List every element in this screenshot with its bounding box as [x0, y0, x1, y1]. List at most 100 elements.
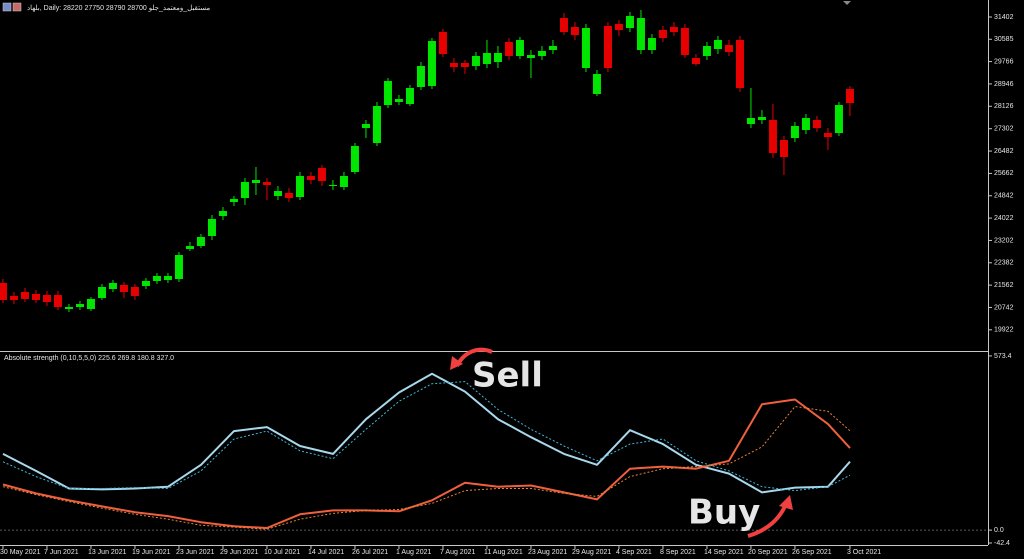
candle-body [834, 105, 843, 133]
candle-body [438, 31, 447, 55]
x-tick-label: 26 Sep 2021 [792, 549, 832, 556]
candle-body [174, 255, 183, 279]
y-tick-label: 27302 [994, 126, 1014, 133]
candle-body [75, 304, 84, 308]
candle-body [405, 88, 414, 105]
candle-body [251, 180, 260, 183]
y-tick-label: 30585 [994, 36, 1014, 43]
x-tick-label: 11 Aug 2021 [484, 549, 523, 556]
x-tick-label: 14 Sep 2021 [704, 549, 744, 556]
candle-body [339, 175, 348, 188]
x-tick-label: 3 Oct 2021 [847, 549, 881, 556]
x-tick-label: 10 Jul 2021 [264, 549, 300, 556]
candle-body [636, 18, 645, 50]
candle-body [779, 140, 788, 158]
candle-body [559, 18, 568, 32]
candle-body [240, 181, 249, 199]
y-tick-label: 0.0 [994, 527, 1004, 534]
candle-body [614, 24, 623, 30]
candle-body [680, 28, 689, 56]
candle-body [0, 282, 7, 300]
candle-body [328, 184, 337, 186]
y-tick-label: 23202 [994, 237, 1014, 244]
candle-body [262, 181, 271, 185]
candle-body [306, 175, 315, 180]
candle-body [658, 30, 667, 39]
candle-body [20, 291, 29, 299]
x-tick-label: 29 Aug 2021 [572, 549, 611, 556]
candle-body [141, 280, 150, 286]
candle-body [350, 145, 359, 172]
candle-body [493, 52, 502, 62]
candle-body [757, 117, 766, 120]
candle-body [31, 293, 40, 300]
candle-body [207, 218, 216, 236]
candle-body [724, 45, 733, 52]
candle-body [735, 40, 744, 89]
x-tick-label: 13 Jun 2021 [88, 549, 127, 556]
candle-body [97, 287, 106, 298]
candle-body [515, 40, 524, 56]
candle-body [768, 120, 777, 153]
y-tick-label: -42.4 [994, 540, 1010, 547]
candle-body [152, 275, 161, 281]
x-tick-label: 4 Sep 2021 [616, 549, 652, 556]
candle-body [427, 41, 436, 86]
y-tick-label: 31402 [994, 14, 1014, 21]
candle-body [482, 52, 491, 65]
candle-body [108, 282, 117, 289]
buy-arrowhead [779, 495, 793, 510]
x-tick-label: 19 Jun 2021 [132, 549, 171, 556]
indicator-line [2, 381, 851, 492]
candle-body [691, 58, 700, 65]
y-tick-label: 29766 [994, 58, 1014, 65]
candle-body [64, 307, 73, 309]
candle-body [361, 124, 370, 129]
x-tick-label: 7 Jun 2021 [44, 549, 79, 556]
y-tick-label: 24842 [994, 193, 1014, 200]
candle-body [163, 275, 172, 280]
candle-body [537, 51, 546, 56]
candle-body [9, 295, 18, 300]
candle-body [548, 45, 557, 50]
candle-body [185, 245, 194, 249]
y-tick-label: 21562 [994, 282, 1014, 289]
candle-body [603, 25, 612, 69]
candle-body [570, 27, 579, 36]
indicator-title: Absolute strength (0,10,5,5,0) 225.6 269… [4, 355, 174, 362]
x-tick-label: 23 Aug 2021 [528, 549, 567, 556]
candle-body [229, 198, 238, 203]
candle-body [460, 62, 469, 68]
candle-body [394, 98, 403, 103]
y-tick-label: 24022 [994, 215, 1014, 222]
candle-body [119, 284, 128, 292]
candle-body [801, 118, 810, 130]
x-tick-label: 30 May 2021 [0, 549, 41, 556]
candle-body [372, 105, 381, 143]
candle-body [42, 294, 51, 302]
candle-body [845, 88, 854, 103]
candle-body [625, 15, 634, 29]
candle-body [449, 62, 458, 68]
candle-body [284, 192, 293, 199]
candle-body [669, 27, 678, 32]
candle-body [218, 211, 227, 216]
indicator-line [2, 406, 851, 530]
sell-label: Sell [472, 356, 543, 396]
x-tick-label: 20 Sep 2021 [748, 549, 788, 556]
indicator-line [2, 398, 851, 529]
buy-label: Buy [688, 493, 760, 533]
x-tick-label: 7 Aug 2021 [440, 549, 476, 556]
y-tick-label: 19922 [994, 327, 1014, 334]
candle-body [416, 65, 425, 88]
y-tick-label: 28946 [994, 81, 1014, 88]
x-tick-label: 14 Jul 2021 [308, 549, 344, 556]
candle-body [471, 55, 480, 66]
y-tick-label: 28126 [994, 103, 1014, 110]
candle-body [196, 237, 205, 246]
x-tick-label: 26 Jul 2021 [352, 549, 388, 556]
candle-body [812, 120, 821, 129]
candle-body [647, 38, 656, 50]
